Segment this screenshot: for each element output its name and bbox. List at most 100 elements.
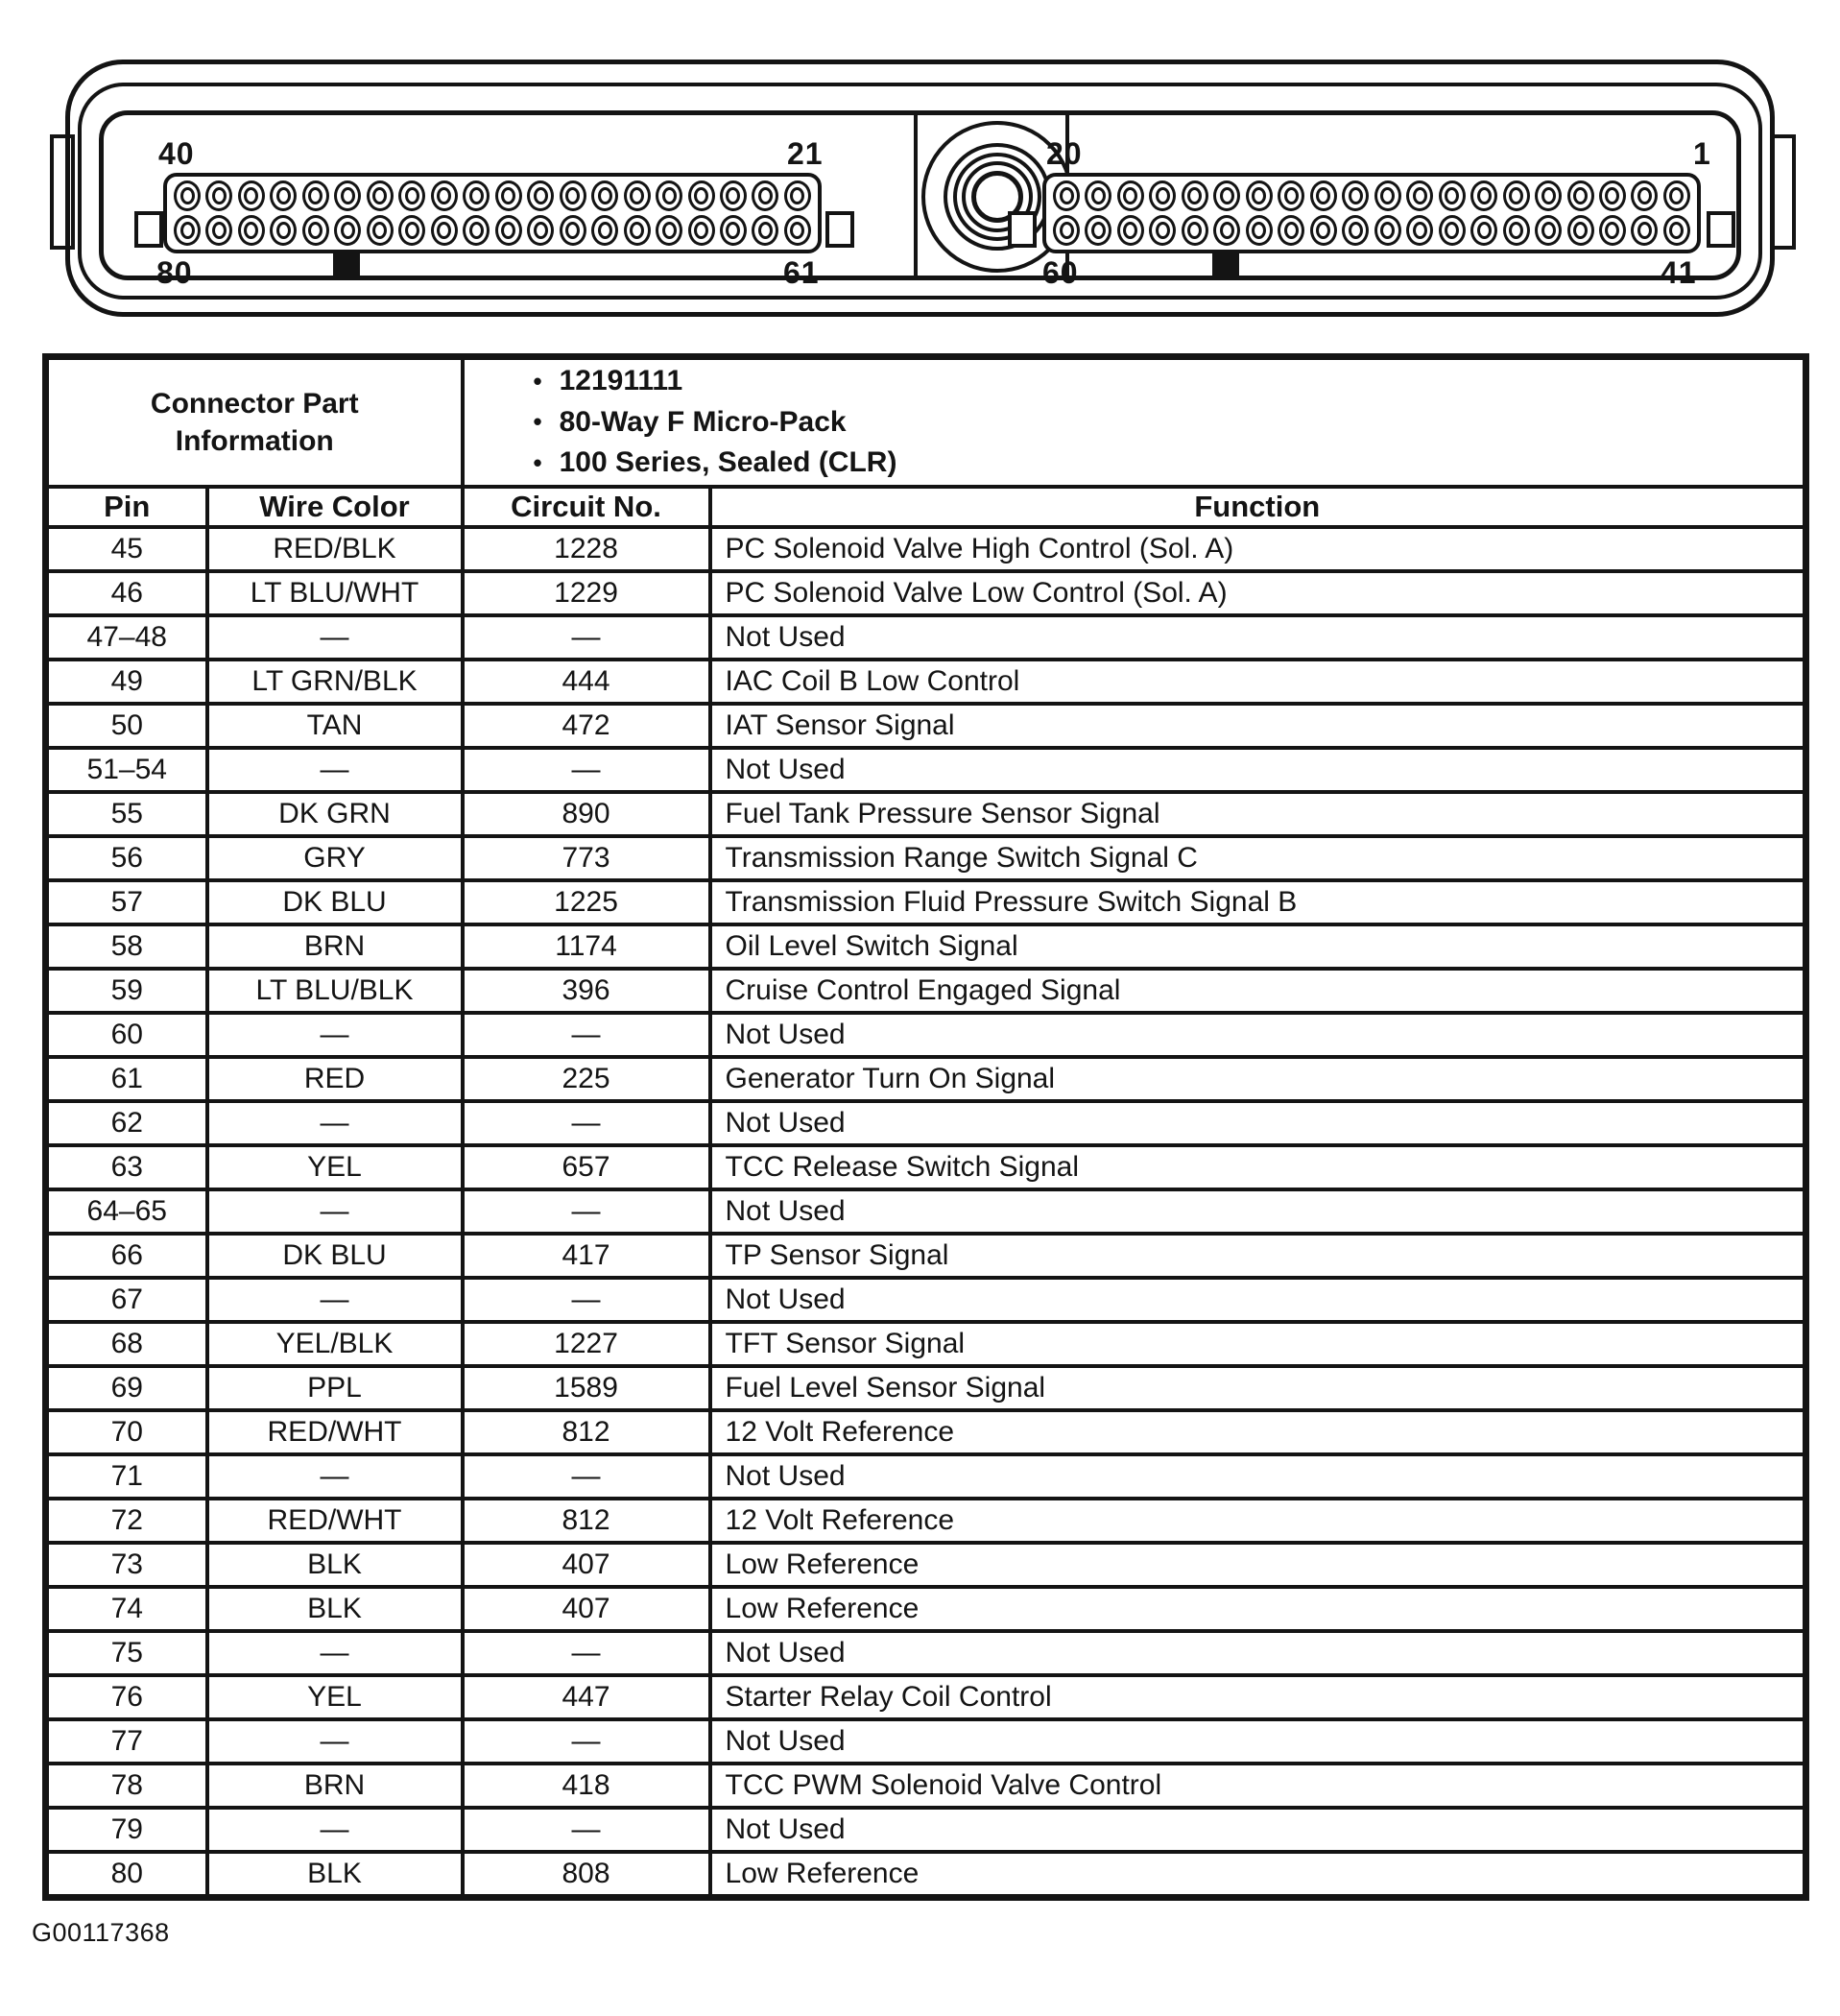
pin-socket bbox=[591, 215, 619, 246]
pin-socket bbox=[1502, 180, 1530, 211]
pin-socket-inner-ring bbox=[1476, 187, 1492, 204]
column-header-function: Function bbox=[707, 484, 1808, 529]
pin-cell: 60 bbox=[43, 1010, 209, 1059]
function-cell: Cruise Control Engaged Signal bbox=[707, 966, 1808, 1015]
pin-socket bbox=[1566, 180, 1594, 211]
pin-socket-inner-ring bbox=[1445, 187, 1460, 204]
pin-socket bbox=[270, 180, 298, 211]
circuit-no-cell: 1174 bbox=[460, 922, 712, 971]
pin-socket-inner-ring bbox=[1348, 222, 1363, 239]
function-cell: Low Reference bbox=[707, 1584, 1808, 1633]
pin-number-label: 60 bbox=[1042, 255, 1079, 290]
pin-socket bbox=[559, 180, 586, 211]
function-cell: PC Solenoid Valve High Control (Sol. A) bbox=[707, 524, 1808, 573]
pin-cell: 69 bbox=[43, 1363, 209, 1412]
pin-socket-inner-ring bbox=[437, 222, 452, 239]
pin-socket-inner-ring bbox=[468, 222, 484, 239]
boss-ring bbox=[962, 161, 1033, 232]
table-row: 74 BLK 407 Low Reference bbox=[43, 1584, 1808, 1633]
wire-color-cell: YEL bbox=[204, 1142, 465, 1191]
pin-socket-inner-ring bbox=[1380, 222, 1396, 239]
function-cell: Not Used bbox=[707, 1805, 1808, 1854]
pin-cell: 58 bbox=[43, 922, 209, 971]
pin-socket bbox=[623, 215, 651, 246]
pin-socket bbox=[1535, 180, 1563, 211]
pin-socket-inner-ring bbox=[1380, 187, 1396, 204]
table-row: 61 RED 225 Generator Turn On Signal bbox=[43, 1054, 1808, 1103]
pin-cell: 64–65 bbox=[43, 1187, 209, 1236]
pin-socket bbox=[398, 215, 426, 246]
wire-color-cell: — bbox=[204, 1275, 465, 1324]
pin-socket bbox=[1213, 215, 1241, 246]
circuit-no-cell: 808 bbox=[460, 1849, 712, 1900]
pin-row bbox=[1053, 180, 1690, 211]
pin-socket bbox=[1085, 180, 1112, 211]
table-row: 46 LT BLU/WHT 1229 PC Solenoid Valve Low Co… bbox=[43, 568, 1808, 617]
pin-socket-inner-ring bbox=[1605, 222, 1620, 239]
pin-socket bbox=[1342, 215, 1370, 246]
wire-color-cell: BLK bbox=[204, 1540, 465, 1589]
pin-socket bbox=[1502, 215, 1530, 246]
left-end-key-notch bbox=[134, 211, 163, 248]
pin-socket-inner-ring bbox=[1509, 222, 1524, 239]
pin-socket bbox=[334, 215, 362, 246]
pin-socket-inner-ring bbox=[597, 222, 612, 239]
pin-socket bbox=[301, 180, 329, 211]
pin-socket-inner-ring bbox=[790, 187, 805, 204]
right-index-key-square bbox=[1212, 252, 1239, 278]
wire-color-cell: DK BLU bbox=[204, 877, 465, 926]
pin-socket-inner-ring bbox=[501, 187, 516, 204]
pin-socket bbox=[1116, 180, 1144, 211]
right-pin-field bbox=[1042, 173, 1701, 253]
pin-cell: 62 bbox=[43, 1098, 209, 1147]
pin-cell: 61 bbox=[43, 1054, 209, 1103]
table-row: 75— — Not Used bbox=[43, 1628, 1808, 1677]
table-row: 73 BLK 407 Low Reference bbox=[43, 1540, 1808, 1589]
pin-socket bbox=[559, 215, 586, 246]
pin-socket bbox=[783, 215, 811, 246]
pin-socket bbox=[1374, 180, 1401, 211]
wire-color-cell: BLK bbox=[204, 1584, 465, 1633]
table-row: 71— — Not Used bbox=[43, 1452, 1808, 1500]
pin-socket bbox=[623, 180, 651, 211]
part-info-bullet: • 100 Series, Sealed (CLR) bbox=[534, 443, 1802, 483]
pin-socket bbox=[205, 215, 233, 246]
pin-cell: 45 bbox=[43, 524, 209, 573]
pin-socket-inner-ring bbox=[1573, 222, 1588, 239]
pin-socket bbox=[1662, 215, 1690, 246]
table-row: 45 RED/BLK 1228 PC Solenoid Valve High Cont… bbox=[43, 524, 1808, 573]
pin-socket-inner-ring bbox=[179, 187, 195, 204]
pin-socket bbox=[366, 180, 394, 211]
pin-socket-inner-ring bbox=[211, 187, 227, 204]
bullet-icon: • bbox=[533, 366, 542, 396]
wire-color-cell: BRN bbox=[204, 922, 465, 971]
pin-socket-inner-ring bbox=[1059, 187, 1074, 204]
part-info-title: Connector Part Information bbox=[43, 354, 465, 489]
column-header-wire: Wire Color bbox=[204, 484, 465, 529]
pin-socket bbox=[1438, 215, 1466, 246]
pin-cell: 72 bbox=[43, 1496, 209, 1545]
wire-color-cell: YEL/BLK bbox=[204, 1319, 465, 1368]
wire-color-cell: RED/WHT bbox=[204, 1407, 465, 1456]
pin-socket bbox=[1053, 180, 1080, 211]
wire-color-cell: LT BLU/WHT bbox=[204, 568, 465, 617]
circuit-no-cell: 657 bbox=[460, 1142, 712, 1191]
pin-cell: 78 bbox=[43, 1761, 209, 1810]
function-cell: Not Used bbox=[707, 1098, 1808, 1147]
pin-socket-inner-ring bbox=[372, 187, 388, 204]
pin-socket-inner-ring bbox=[1123, 222, 1138, 239]
pin-socket bbox=[1535, 215, 1563, 246]
table-row: 57 DK BLU 1225 Transmission Fluid Pressure … bbox=[43, 877, 1808, 926]
pin-cell: 51–54 bbox=[43, 745, 209, 794]
table-row: 55 DK GRN 890 Fuel Tank Pressure Sensor Sig… bbox=[43, 789, 1808, 838]
pinout-table-body: Connector Part Information • 12191111 • 80-… bbox=[43, 354, 1808, 1900]
pin-socket bbox=[270, 215, 298, 246]
pin-socket bbox=[1149, 215, 1177, 246]
circuit-no-cell: — bbox=[460, 745, 712, 794]
function-cell: IAT Sensor Signal bbox=[707, 701, 1808, 750]
function-cell: TCC PWM Solenoid Valve Control bbox=[707, 1761, 1808, 1810]
pin-socket-inner-ring bbox=[757, 187, 773, 204]
wire-color-cell: GRY bbox=[204, 833, 465, 882]
pin-socket bbox=[430, 215, 458, 246]
pin-row bbox=[174, 215, 811, 246]
